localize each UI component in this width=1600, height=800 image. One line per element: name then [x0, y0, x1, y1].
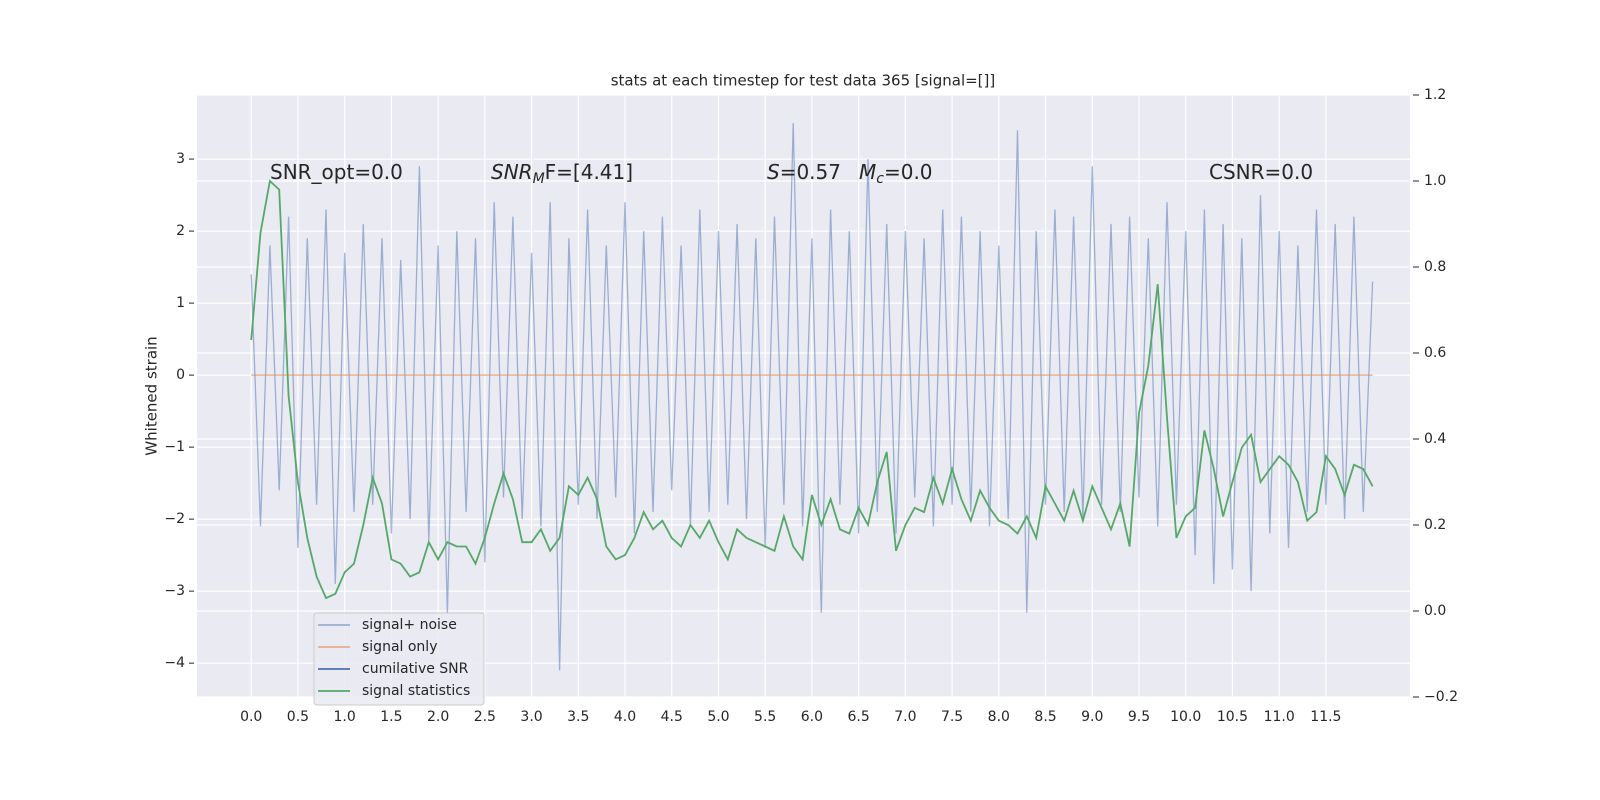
annotation: CSNR=0.0: [1209, 160, 1313, 184]
x-tick-label: 9.5: [1128, 709, 1150, 725]
x-tick-label: 8.5: [1034, 709, 1056, 725]
chart-title: stats at each timestep for test data 365…: [611, 72, 996, 90]
y2-tick-label: 0.6: [1424, 345, 1446, 361]
x-tick-label: 1.5: [380, 709, 402, 725]
x-tick-label: 4.0: [614, 709, 636, 725]
y-tick-label: 0: [176, 367, 185, 383]
x-tick-label: 2.5: [474, 709, 496, 725]
y2-tick-label: 1.2: [1424, 87, 1446, 103]
annotation-part: F=[4.41]: [545, 160, 633, 184]
y-tick-label: 1: [176, 295, 185, 311]
y-tick-label: −1: [164, 439, 185, 455]
legend: signal+ noise signal only cumilative SNR si…: [313, 612, 485, 706]
annotation: S=0.57: [767, 160, 841, 184]
y2-tick-label: −0.2: [1424, 689, 1458, 705]
annotation: SNR_opt=0.0: [270, 160, 403, 184]
legend-label: signal only: [362, 639, 437, 655]
x-tick-label: 6.0: [801, 709, 823, 725]
x-tick-label: 10.0: [1170, 709, 1201, 725]
annotation: SNRMF=[4.41]: [491, 160, 633, 188]
annotation-part: SNR: [491, 160, 533, 184]
y-tick-label: −3: [164, 583, 185, 599]
legend-box: [313, 612, 485, 706]
annotation-part: =0.0: [884, 160, 933, 184]
annotation: Mc=0.0: [859, 160, 933, 188]
annotation-part: CSNR=0.0: [1209, 160, 1313, 184]
y-tick-label: −4: [164, 655, 185, 671]
x-tick-label: 11.5: [1310, 709, 1341, 725]
x-tick-label: 0.5: [287, 709, 309, 725]
x-tick-label: 3.0: [520, 709, 542, 725]
x-tick-label: 7.5: [941, 709, 963, 725]
x-tick-label: 9.0: [1081, 709, 1103, 725]
x-tick-label: 10.5: [1217, 709, 1248, 725]
y2-tick-label: 0.2: [1424, 517, 1446, 533]
series-line: [250, 179, 1374, 600]
y-tick-label: −2: [164, 511, 185, 527]
series-line: [250, 123, 1374, 671]
legend-label: signal statistics: [362, 683, 470, 699]
annotation-part: SNR_opt=0.0: [270, 160, 403, 184]
x-tick-label: 2.0: [427, 709, 449, 725]
annotation-part: S: [767, 160, 780, 184]
x-tick-label: 1.0: [334, 709, 356, 725]
x-tick-label: 7.0: [894, 709, 916, 725]
y2-tick-label: 0.4: [1424, 431, 1446, 447]
x-tick-label: 5.0: [707, 709, 729, 725]
grid: [197, 94, 1410, 698]
y2-tick-label: 0.8: [1424, 259, 1446, 275]
legend-label: signal+ noise: [362, 617, 457, 633]
x-tick-label: 6.5: [848, 709, 870, 725]
plot-area: [197, 95, 1410, 697]
x-tick-label: 11.0: [1264, 709, 1295, 725]
y2-tick-label: 0.0: [1424, 603, 1446, 619]
x-tick-label: 8.0: [988, 709, 1010, 725]
y-axis-label: Whitened strain: [143, 336, 161, 455]
y-tick-label: 3: [176, 151, 185, 167]
x-tick-label: 0.0: [240, 709, 262, 725]
annotation-part: M: [533, 171, 545, 187]
y2-tick-label: 1.0: [1424, 173, 1446, 189]
x-tick-label: 4.5: [661, 709, 683, 725]
annotation-part: M: [859, 160, 876, 184]
annotation-part: =0.57: [780, 160, 841, 184]
x-tick-label: 5.5: [754, 709, 776, 725]
x-tick-label: 3.5: [567, 709, 589, 725]
y-tick-label: 2: [176, 223, 185, 239]
annotation-part: c: [876, 171, 884, 187]
legend-label: cumilative SNR: [362, 661, 469, 677]
